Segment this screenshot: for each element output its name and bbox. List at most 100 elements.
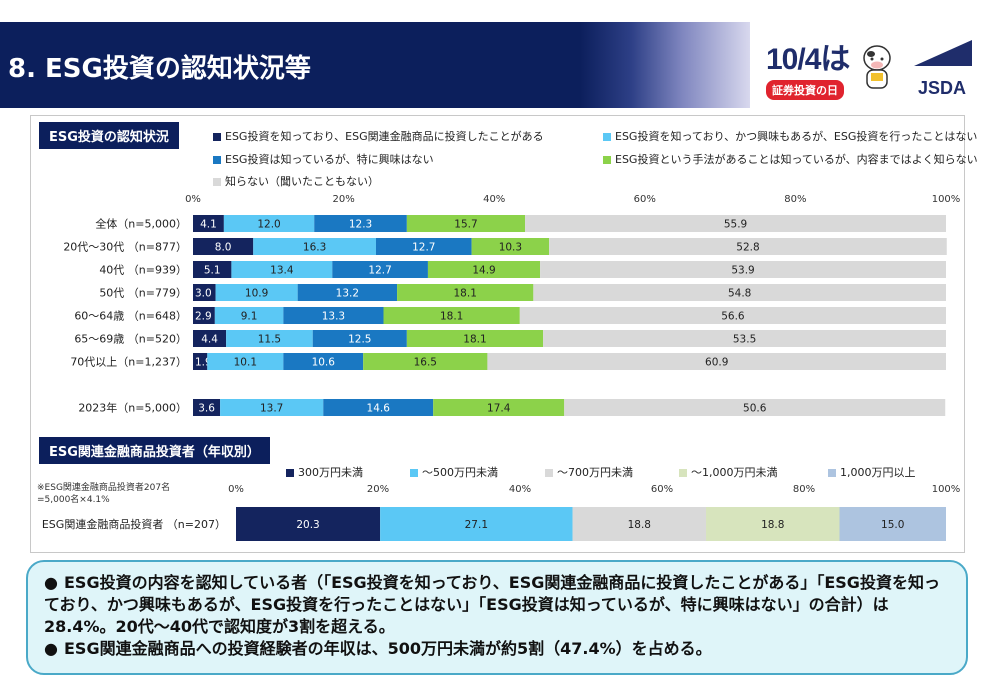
bar-segment <box>397 284 534 301</box>
category-label: 65～69歳 （n=520） <box>74 333 187 346</box>
summary-box: ● ESG投資の内容を認知している者（「ESG投資を知っており、ESG関連金融商品… <box>26 560 968 675</box>
data-label: 50.6 <box>743 403 767 415</box>
bar-segment <box>193 215 224 232</box>
x-tick-label: 20% <box>332 194 354 205</box>
bar-segment <box>519 307 946 324</box>
data-label: 18.1 <box>454 288 477 300</box>
data-label: 12.7 <box>368 265 391 277</box>
bar-segment <box>214 307 284 324</box>
bar-segment <box>543 330 946 347</box>
bar-segment <box>193 330 227 347</box>
legend-item: 知らない（聞いたこともない） <box>213 173 379 189</box>
bar-segment <box>839 507 946 541</box>
data-label: 13.2 <box>336 288 359 300</box>
x-tick-label: 100% <box>932 194 961 205</box>
bar-segment <box>207 353 284 370</box>
cow-mascot-icon <box>863 45 891 89</box>
investor-income-chart: 0% 20% 40% 60% 80% 100% ESG関連金融商品投資者 （n=207） 20… <box>42 484 961 541</box>
bar-segment <box>215 284 298 301</box>
data-label: 53.9 <box>731 265 754 277</box>
bar-segment <box>253 238 376 255</box>
bar-segment <box>525 215 946 232</box>
bar-segment <box>363 353 488 370</box>
data-label: 4.1 <box>200 219 217 231</box>
data-label: 10.3 <box>499 242 522 254</box>
bar-segment <box>236 507 381 541</box>
bar-segment <box>226 330 313 347</box>
summary-bullet: ● ESG関連金融商品への投資経験者の年収は、500万円未満が約5割（47.4%）… <box>44 639 712 658</box>
bar-segment <box>312 330 407 347</box>
data-label: 15.7 <box>454 219 477 231</box>
bar-segment <box>193 353 208 370</box>
data-label: 5.1 <box>204 265 221 277</box>
legend-item: ESG投資を知っており、ESG関連金融商品に投資したことがある <box>213 128 544 144</box>
bar-segment <box>223 215 315 232</box>
category-label: 70代以上（n=1,237） <box>70 356 187 369</box>
bar-segment <box>549 238 947 255</box>
category-label: 40代 （n=939） <box>99 264 187 277</box>
data-label: 12.3 <box>349 219 372 231</box>
x-tick-label: 100% <box>932 484 961 495</box>
data-label: 55.9 <box>724 219 747 231</box>
data-label: 12.5 <box>348 334 371 346</box>
legend-item: ～1,000万円未満 <box>679 464 778 480</box>
data-label: 18.8 <box>761 519 784 531</box>
legend-item: ESG投資を知っており、かつ興味もあるが、ESG投資を行ったことはない <box>603 128 977 144</box>
legend-item: ～500万円未満 <box>410 464 498 480</box>
bar-segment <box>406 330 544 347</box>
x-tick-label: 0% <box>228 484 244 495</box>
x-tick-label: 40% <box>483 194 505 205</box>
data-label: 16.5 <box>414 357 437 369</box>
category-label: 2023年（n=5,000） <box>78 401 187 415</box>
category-label: ESG関連金融商品投資者 （n=207） <box>42 517 226 531</box>
data-label: 3.6 <box>198 403 215 415</box>
data-label: 53.5 <box>733 334 756 346</box>
data-label: 60.9 <box>705 357 728 369</box>
section-label-investors: ESG関連金融商品投資者（年収別） <box>39 437 270 464</box>
bar-segment <box>314 215 407 232</box>
data-label: 10.1 <box>234 357 257 369</box>
data-label: 20.3 <box>296 519 319 531</box>
data-label: 56.6 <box>721 311 745 323</box>
bar-segment <box>380 507 573 541</box>
chart-panel: ESG投資の認知状況 ESG投資を知っており、ESG関連金融商品に投資したことが… <box>30 115 978 553</box>
bar-segment <box>231 261 333 278</box>
category-label: 60～64歳 （n=648） <box>74 310 187 323</box>
data-label: 18.1 <box>463 334 486 346</box>
investor-note-line: ※ESG関連金融商品投資者207名 <box>37 483 171 493</box>
bar-segment <box>533 284 946 301</box>
legend-item: ESG投資という手法があることは知っているが、内容まではよく知らない <box>603 151 978 167</box>
category-label: 全体（n=5,000） <box>95 217 187 231</box>
bar-segment <box>193 284 216 301</box>
data-label: 9.1 <box>241 311 258 323</box>
data-label: 13.4 <box>270 265 294 277</box>
bar-segment <box>383 307 520 324</box>
header: 8. ESG投資の認知状況等 10/4は 証券投資の日 JSDA <box>0 22 1000 108</box>
legend-item: 1,000万円以上 <box>828 464 916 480</box>
bullet-icon: ● <box>44 573 58 592</box>
bar-segment <box>487 353 946 370</box>
section-label-awareness: ESG投資の認知状況 <box>39 122 179 149</box>
legend-item: ESG投資は知っているが、特に興味はない <box>213 151 434 167</box>
x-tick-label: 60% <box>651 484 673 495</box>
bar-segment <box>406 215 526 232</box>
bar-segment <box>540 261 946 278</box>
data-label: 27.1 <box>465 519 488 531</box>
bar-segment <box>427 261 541 278</box>
data-label: 12.7 <box>412 242 435 254</box>
bullet-icon: ● <box>44 639 58 658</box>
header-gradient <box>580 22 750 108</box>
investor-note-line: =5,000名×4.1% <box>37 495 110 505</box>
header-bar <box>0 22 600 108</box>
investment-day-logo: 10/4は 証券投資の日 <box>766 34 856 104</box>
bar-segment <box>283 353 364 370</box>
data-label: 8.0 <box>215 242 232 254</box>
bar-segment <box>433 399 565 416</box>
page-title: 8. ESG投資の認知状況等 <box>8 54 311 84</box>
data-label: 10.9 <box>245 288 268 300</box>
data-label: 11.5 <box>258 334 281 346</box>
jsda-logo-icon <box>914 40 972 66</box>
summary-bullet: ● ESG投資の内容を認知している者（「ESG投資を知っており、ESG関連金融商品… <box>44 573 940 636</box>
category-label: 20代～30代 （n=877） <box>63 241 187 254</box>
data-label: 54.8 <box>728 288 751 300</box>
